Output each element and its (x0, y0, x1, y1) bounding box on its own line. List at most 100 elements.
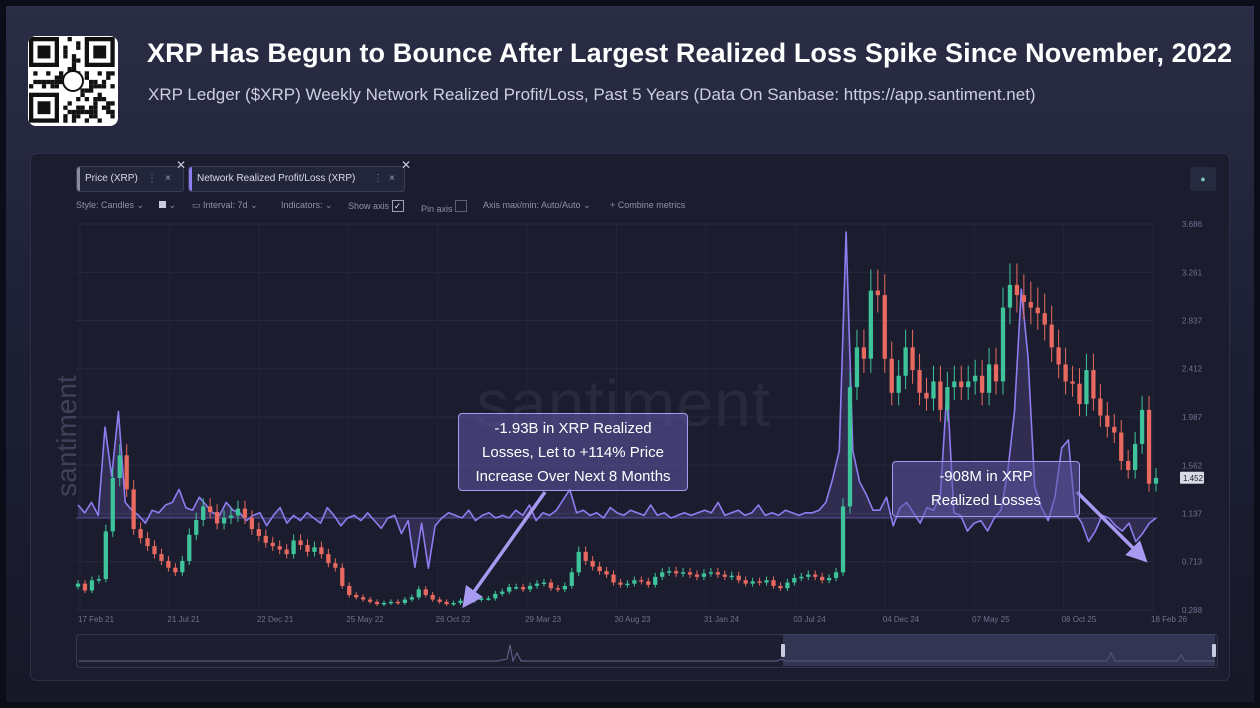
qr-module (71, 58, 77, 63)
y-tick-label: 1.987 (1182, 413, 1203, 422)
candle-body (1119, 432, 1124, 461)
qr-module (106, 101, 111, 106)
candle-body (103, 531, 108, 580)
qr-module (84, 88, 89, 93)
annotation-right-line1: -908M in XRP (939, 468, 1033, 485)
candle-body (430, 595, 435, 600)
candle-body (256, 529, 261, 536)
candle-body (159, 554, 164, 561)
candle-body (910, 347, 915, 371)
axis-minmax-dropdown[interactable]: Axis max/min: Auto/Auto ⌄ (483, 200, 591, 211)
candle-body (548, 582, 554, 589)
candle-body (527, 585, 533, 590)
candle-body (131, 489, 136, 530)
range-handle-right[interactable] (1212, 644, 1216, 657)
qr-module (71, 118, 77, 123)
candle-body (520, 587, 526, 590)
series-color-swatch (189, 167, 192, 191)
qr-module (67, 67, 72, 72)
x-tick-label: 25 May 22 (346, 615, 384, 624)
candle-body (1049, 324, 1054, 348)
candle-body (166, 560, 171, 568)
page-subtitle: XRP Ledger ($XRP) Weekly Network Realize… (148, 85, 1036, 104)
candle-body (207, 506, 213, 513)
candle-body (367, 599, 373, 602)
qr-module (97, 118, 102, 123)
candle-body (903, 347, 908, 376)
candle-body (82, 583, 88, 591)
qr-module (97, 92, 102, 97)
candle-body (89, 580, 95, 591)
candle-body (96, 579, 102, 581)
candle-body (291, 540, 296, 555)
candle-body (806, 574, 811, 577)
close-icon[interactable]: ✕ (176, 158, 187, 172)
candle-body (1014, 284, 1020, 296)
qr-module (33, 71, 38, 76)
candle-body (340, 567, 345, 586)
settings-icon[interactable]: ● (1190, 167, 1216, 191)
qr-module (76, 114, 81, 119)
axis-minmax-label: Axis max/min: Auto/Auto (483, 200, 581, 210)
show-axis-label: Show axis (348, 201, 390, 211)
range-selection[interactable] (783, 634, 1215, 666)
candle-body (1021, 295, 1027, 302)
candle-body (284, 549, 289, 555)
candle-body (381, 602, 387, 605)
annotation-left: -1.93B in XRP Realized Losses, Let to +1… (458, 413, 688, 491)
qr-code (28, 36, 118, 126)
pin-axis-toggle[interactable]: Pin axis (421, 200, 468, 214)
qr-module (33, 79, 38, 85)
chevron-down-icon: ⌄ (168, 200, 177, 210)
more-icon[interactable]: ⋮ (373, 173, 383, 184)
candle-body (632, 580, 637, 584)
qr-module (80, 92, 85, 97)
candle-body (736, 575, 741, 581)
candle-body (1063, 364, 1068, 382)
candle-body (402, 599, 408, 603)
candle-body (917, 370, 922, 393)
qr-module (29, 84, 34, 89)
candle-body (660, 572, 665, 577)
remove-icon[interactable]: × (165, 173, 171, 184)
candle-body (242, 508, 248, 518)
qr-module (97, 97, 102, 102)
candle-body (354, 595, 359, 598)
x-tick-label: 31 Jan 24 (704, 615, 740, 624)
qr-module (97, 84, 102, 89)
candle-body (680, 572, 686, 574)
combine-metrics-label: Combine metrics (617, 200, 686, 210)
qr-module (84, 118, 89, 123)
interval-dropdown[interactable]: ▭ Interval: 7d ⌄ (192, 200, 258, 211)
remove-icon[interactable]: × (389, 173, 395, 184)
tab-network-realized-profit-loss[interactable]: Network Realized Profit/Loss (XRP) ⋮ × (188, 166, 405, 192)
candle-body (270, 542, 275, 547)
combine-metrics-button[interactable]: + Combine metrics (610, 200, 685, 210)
qr-module (89, 109, 94, 115)
x-tick-label: 07 May 25 (972, 615, 1010, 624)
qr-module (50, 84, 55, 89)
annotation-right-line2: Realized Losses (930, 492, 1042, 509)
candle-body (444, 601, 449, 605)
y-tick-label: 0.288 (1182, 606, 1203, 615)
more-icon[interactable]: ⋮ (147, 173, 157, 184)
style-dropdown[interactable]: Style: Candles ⌄ (76, 200, 144, 211)
qr-module (76, 58, 81, 63)
chevron-down-icon: ⌄ (583, 200, 591, 210)
qr-module (80, 109, 85, 115)
candle-body (694, 574, 700, 577)
candle-body (1112, 426, 1117, 433)
color-dropdown[interactable]: ⌄ (159, 200, 176, 211)
candle-body (979, 375, 985, 393)
show-axis-toggle[interactable]: Show axis ✓ (348, 200, 404, 212)
candle-body (938, 381, 943, 410)
range-handle-left[interactable] (781, 644, 785, 657)
y-tick-label: 1.562 (1182, 461, 1203, 470)
candle-body (395, 601, 401, 604)
candle-body (820, 576, 825, 581)
indicators-dropdown[interactable]: Indicators: ⌄ (281, 200, 333, 211)
qr-module (97, 71, 102, 76)
tab-price-xrp[interactable]: Price (XRP) ⋮ × (76, 166, 184, 192)
close-icon[interactable]: ✕ (401, 158, 412, 172)
tab-label: Network Realized Profit/Loss (XRP) (197, 173, 356, 184)
